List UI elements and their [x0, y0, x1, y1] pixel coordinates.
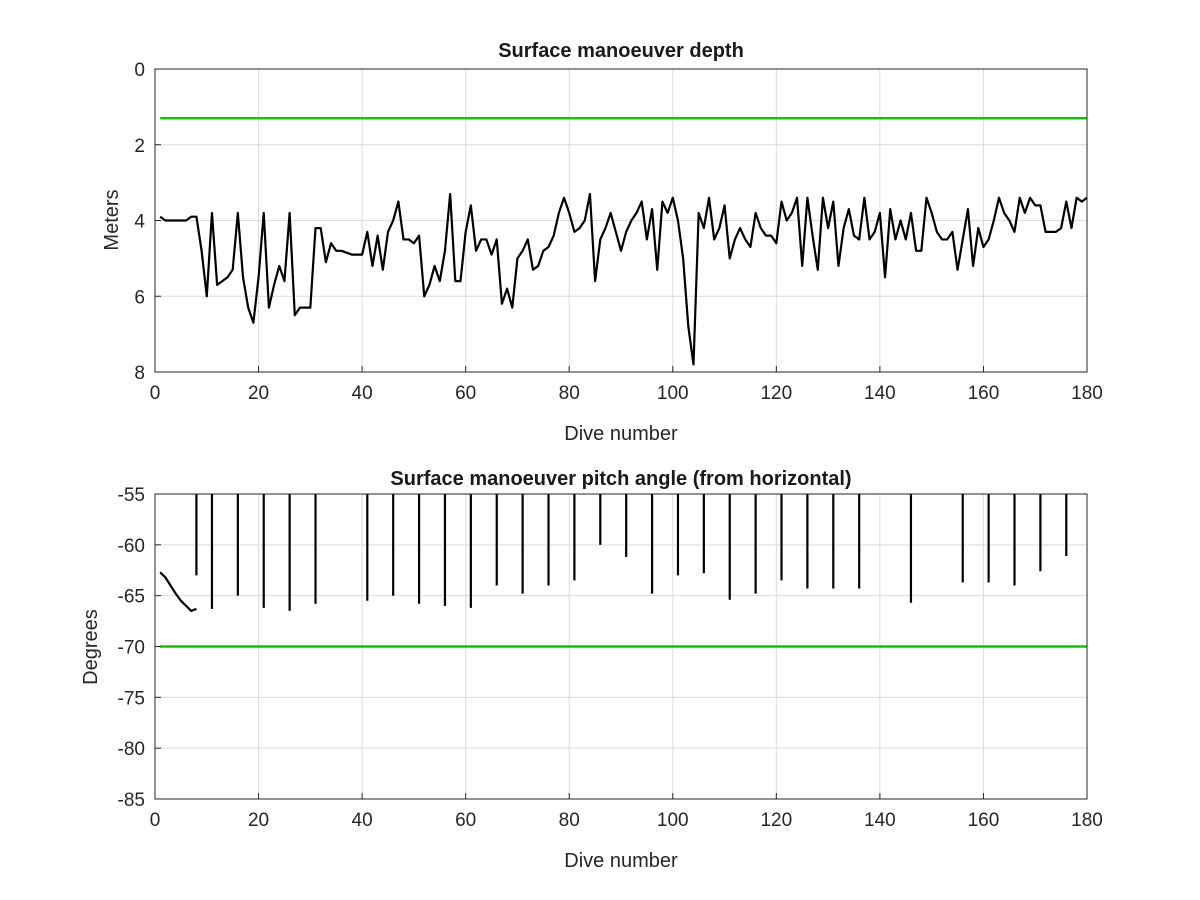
depth-chart-xtick-label: 140	[864, 383, 896, 404]
depth-chart-plot-area	[159, 116, 1088, 366]
depth-chart-xtick-label: 60	[455, 383, 476, 404]
pitch-chart-xtick-label: 40	[352, 810, 373, 831]
depth-chart-ytick-label: 6	[134, 287, 145, 308]
depth-chart-xlabel: Dive number	[564, 423, 678, 445]
pitch-chart-xtick-label: 160	[968, 810, 1000, 831]
pitch-chart-ytick-label: -75	[118, 688, 145, 709]
depth-chart-title: Surface manoeuver depth	[498, 40, 744, 62]
pitch-chart-ticks: 0 20 40 60 80 100 120 140 160 180 -55 -60 -65 -70 -75 -…	[118, 485, 1103, 831]
pitch-chart-xtick-label: 60	[455, 810, 476, 831]
pitch-chart-ytick-label: -70	[118, 638, 145, 659]
depth-chart-ticks: 0 20 40 60 80 100 120 140 160 180 0 2 4 6 8	[134, 60, 1102, 404]
depth-chart-ytick-label: 8	[134, 363, 145, 384]
depth-chart-ytick-label: 2	[134, 136, 145, 157]
depth-chart-ytick-label: 0	[134, 60, 145, 81]
depth-chart: Surface manoeuver depth Dive number Mete…	[101, 40, 1103, 445]
depth-chart-xtick-label: 80	[559, 383, 580, 404]
pitch-chart-xtick-label: 140	[864, 810, 896, 831]
depth-chart-xtick-label: 120	[760, 383, 792, 404]
pitch-chart-ytick-label: -85	[118, 790, 145, 811]
pitch-chart-xtick-label: 20	[248, 810, 269, 831]
pitch-chart-xtick-label: 180	[1071, 810, 1103, 831]
pitch-chart-xtick-label: 0	[150, 810, 161, 831]
depth-chart-xtick-label: 180	[1071, 383, 1103, 404]
pitch-chart-xtick-label: 120	[760, 810, 792, 831]
depth-chart-xtick-label: 100	[657, 383, 689, 404]
pitch-chart-xlabel: Dive number	[564, 850, 678, 872]
pitch-chart-ytick-label: -65	[118, 587, 145, 608]
depth-chart-ytick-label: 4	[134, 212, 145, 233]
pitch-chart-ytick-label: -60	[118, 536, 145, 557]
pitch-chart: Surface manoeuver pitch angle (from hori…	[80, 468, 1103, 872]
depth-chart-xtick-label: 40	[352, 383, 373, 404]
depth-chart-data-series	[159, 192, 1088, 366]
pitch-chart-ytick-label: -55	[118, 485, 145, 506]
depth-chart-ylabel: Meters	[101, 189, 123, 250]
pitch-chart-title: Surface manoeuver pitch angle (from hori…	[390, 468, 851, 490]
pitch-chart-ytick-label: -80	[118, 739, 145, 760]
pitch-chart-ylabel: Degrees	[80, 609, 102, 685]
pitch-chart-xtick-label: 80	[559, 810, 580, 831]
depth-chart-xtick-label: 160	[968, 383, 1000, 404]
depth-chart-grid	[154, 68, 1088, 373]
depth-chart-xtick-label: 20	[248, 383, 269, 404]
pitch-chart-xtick-label: 100	[657, 810, 689, 831]
pitch-chart-plot-area	[159, 494, 1087, 648]
pitch-chart-data-series	[159, 571, 197, 613]
depth-chart-xtick-label: 0	[150, 383, 161, 404]
